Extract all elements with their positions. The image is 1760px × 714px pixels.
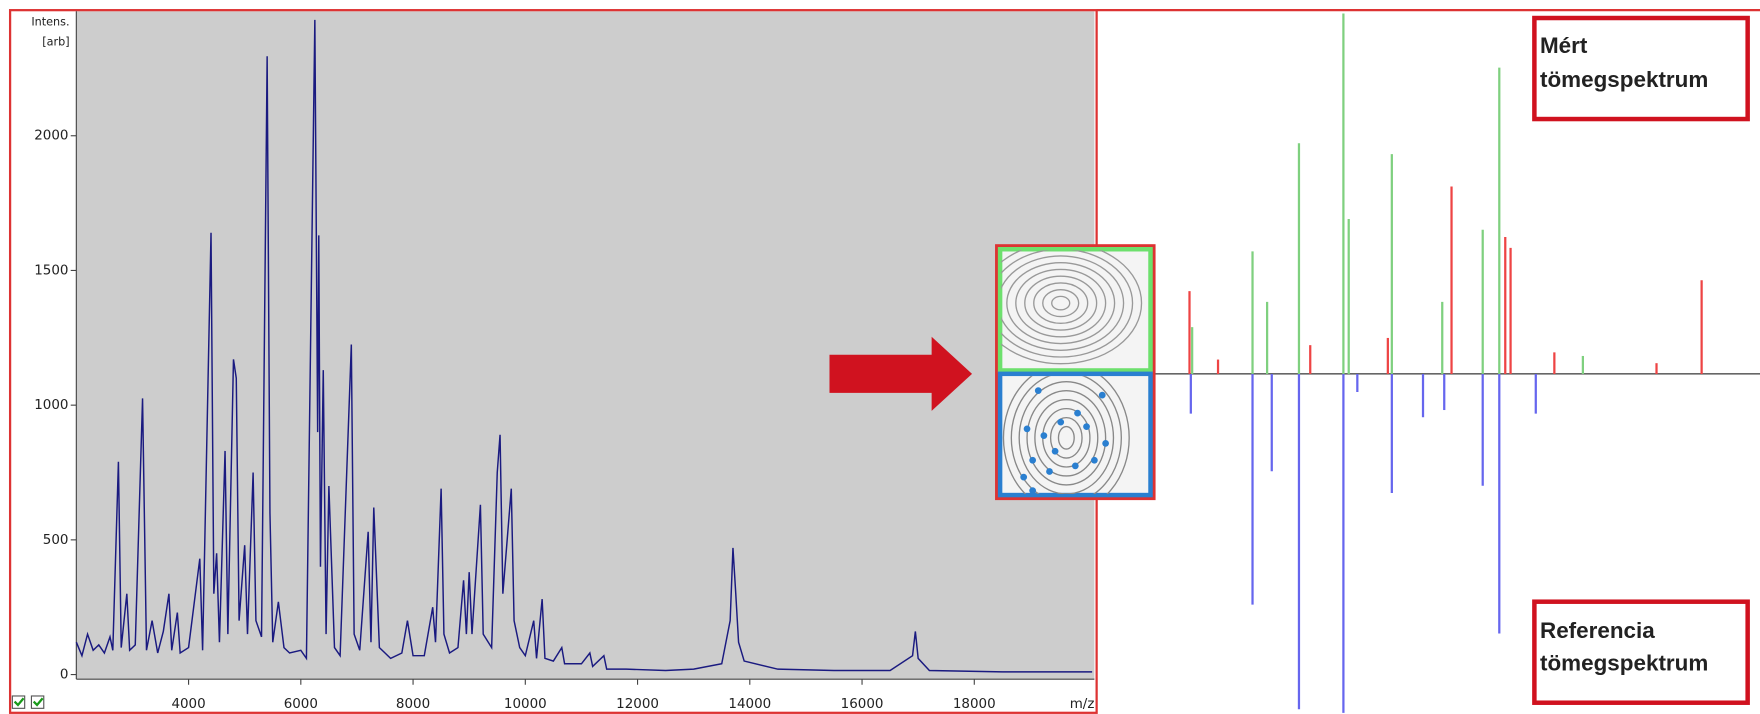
x-tick-label: 18000: [953, 697, 996, 712]
y-tick-label: 1000: [34, 398, 68, 413]
label-box: [1532, 15, 1750, 122]
checkboxes: [11, 695, 45, 709]
fingerprint-icons: [995, 244, 1156, 501]
x-tick-label: 8000: [396, 697, 430, 712]
y-tick-label: 2000: [34, 129, 68, 144]
x-tick-label: 12000: [616, 697, 659, 712]
y-tick-label: 0: [60, 668, 69, 683]
fingerprint-measured: [997, 246, 1153, 373]
y-axis-label: [arb]: [42, 36, 69, 49]
x-tick-label: 14000: [728, 697, 771, 712]
bottom-label: Referencia: [1540, 618, 1655, 643]
y-axis-label: Intens.: [31, 16, 69, 29]
x-tick-label: 4000: [171, 697, 205, 712]
x-tick-label: 10000: [504, 697, 547, 712]
x-axis-label: m/z: [1070, 697, 1095, 712]
top-label: Mért: [1540, 33, 1588, 58]
label-box: [1532, 599, 1750, 705]
x-tick-label: 6000: [284, 697, 318, 712]
x-tick-label: 16000: [841, 697, 884, 712]
y-tick-label: 1500: [34, 263, 68, 278]
y-tick-label: 500: [43, 533, 69, 548]
spectrum-line: [75, 19, 1093, 673]
top-label: tömegspektrum: [1540, 67, 1708, 92]
arrow: [829, 336, 973, 411]
bottom-label: tömegspektrum: [1540, 650, 1708, 675]
